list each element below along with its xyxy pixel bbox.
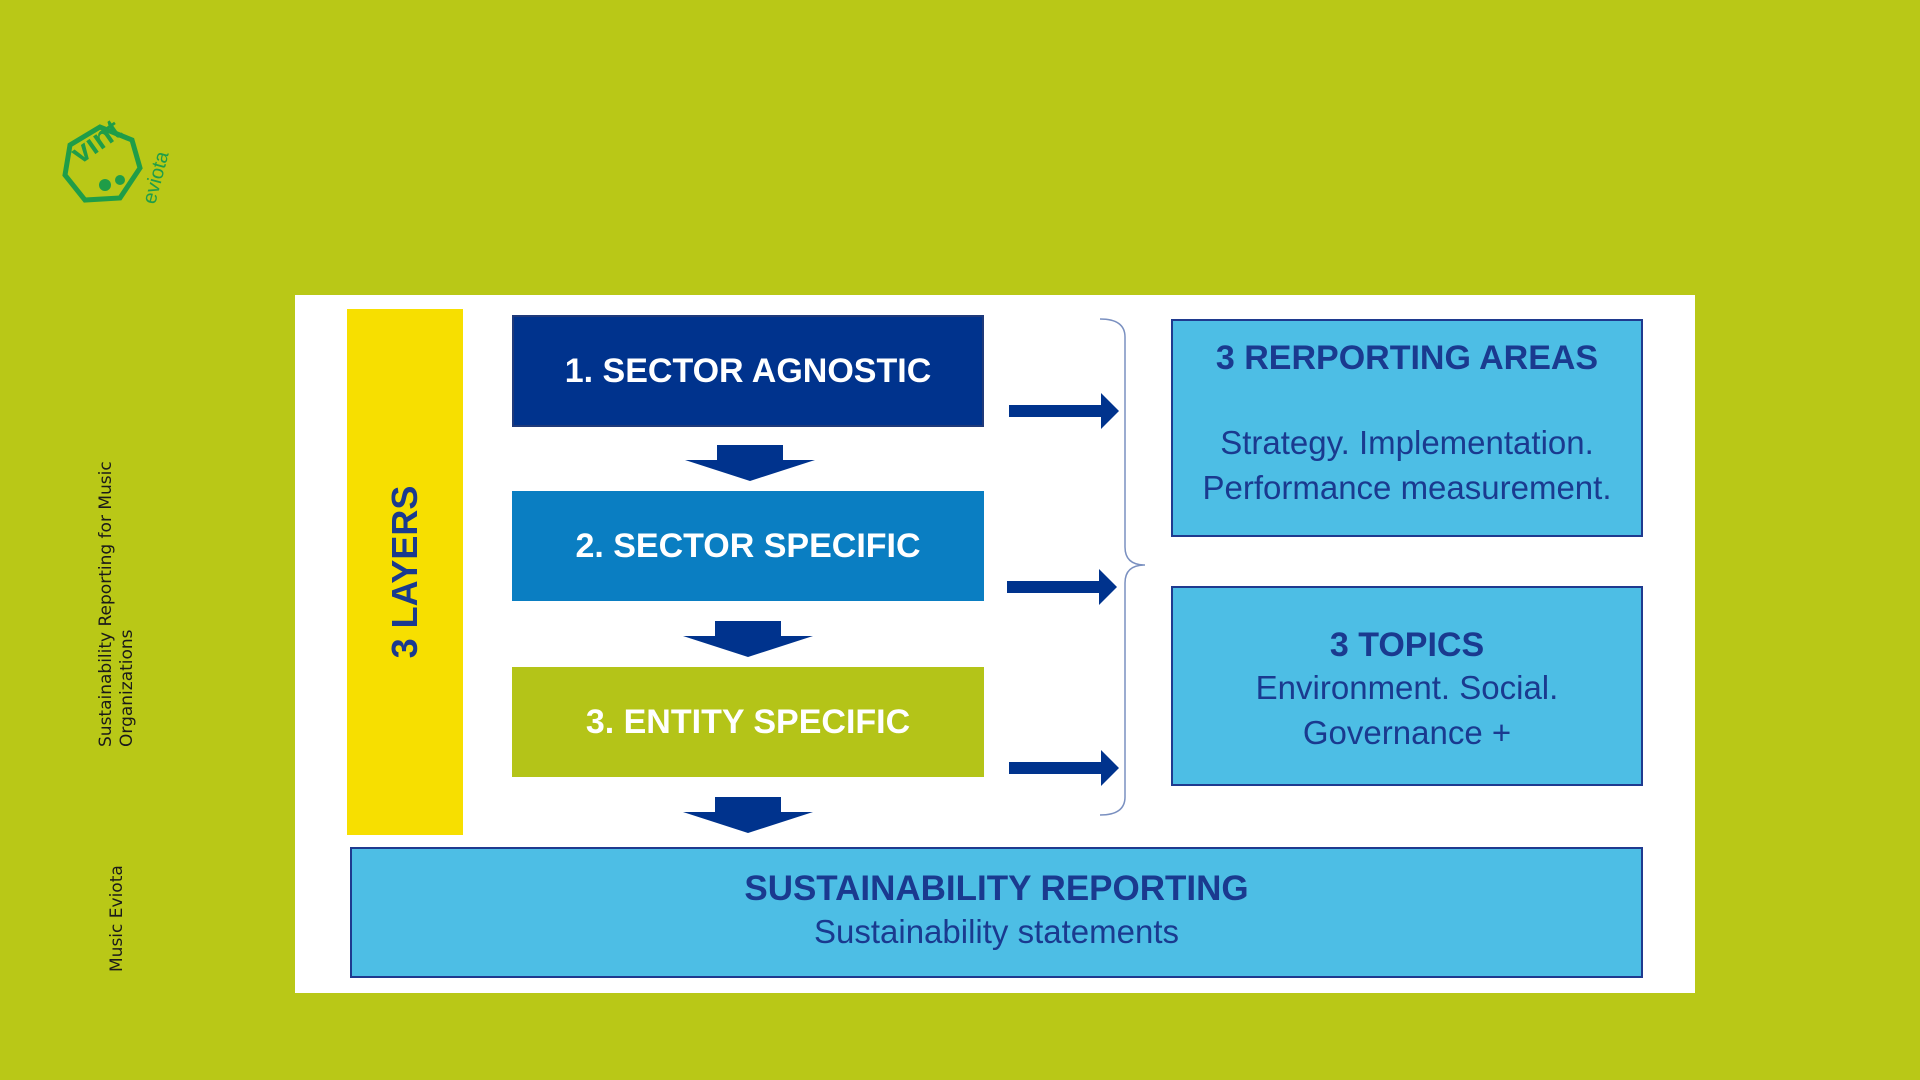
reporting-areas-title: 3 RERPORTING AREAS — [1215, 339, 1599, 377]
sustainability-reporting-box: SUSTAINABILITY REPORTING Sustainability … — [350, 847, 1643, 978]
layer-sector-specific: 2. SECTOR SPECIFIC — [512, 491, 984, 601]
sidebar-title: Sustainability Reporting for Music Organ… — [96, 461, 137, 747]
layers-label: 3 LAYERS — [384, 485, 425, 659]
sustainability-reporting-title: SUSTAINABILITY REPORTING — [744, 869, 1249, 908]
down-arrow-icon — [683, 797, 813, 833]
reporting-areas-text: Strategy. Implementation. Performance me… — [1202, 424, 1612, 506]
topics-box: 3 TOPICS Environment. Social. Governance… — [1171, 586, 1643, 786]
vint-eviota-logo-icon: vint eviota — [60, 113, 190, 215]
sustainability-reporting-subtitle: Sustainability statements — [813, 913, 1179, 950]
topics-title: 3 TOPICS — [1329, 626, 1485, 664]
reporting-areas-box: 3 RERPORTING AREAS Strategy. Implementat… — [1171, 319, 1643, 537]
layer-sector-agnostic: 1. SECTOR AGNOSTIC — [512, 315, 984, 427]
down-arrow-icon — [683, 621, 813, 657]
right-arrow-icon — [1007, 569, 1117, 605]
right-arrow-icon — [1009, 393, 1119, 429]
down-arrow-icon — [685, 445, 815, 481]
layers-bar — [347, 309, 463, 835]
topics-text: Environment. Social. Governance + — [1255, 669, 1559, 751]
svg-text:vint: vint — [65, 120, 128, 171]
diagram-panel: 3 LAYERS 1. SECTOR AGNOSTIC 2. SECTOR SP… — [295, 295, 1695, 993]
layer-entity-specific: 3. ENTITY SPECIFIC — [512, 667, 984, 777]
sidebar-org: Music Eviota — [107, 865, 127, 972]
svg-text:eviota: eviota — [139, 148, 174, 206]
right-arrow-icon — [1009, 750, 1119, 786]
curly-brace — [1100, 318, 1146, 816]
